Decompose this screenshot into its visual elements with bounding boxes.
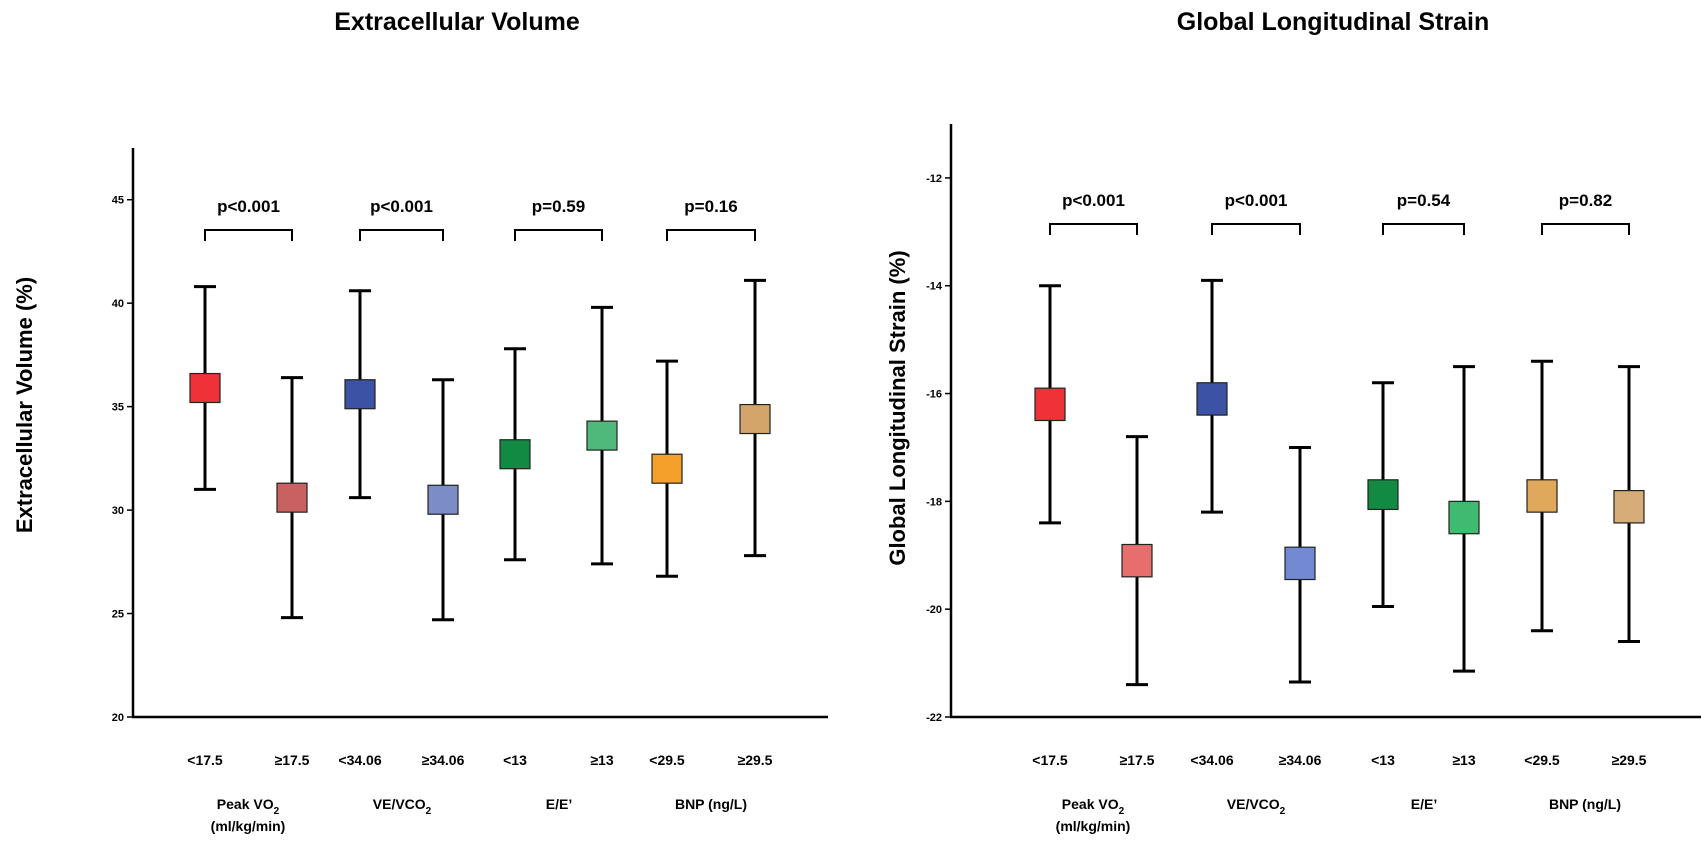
chart-title: Extracellular Volume	[334, 8, 580, 36]
p-value-label: p=0.54	[1397, 191, 1451, 210]
significance-bracket	[1211, 223, 1301, 235]
group-2: <34.06 ≥34.06 p<0.001 VE/VCO2	[1190, 191, 1321, 817]
category-label: <34.06	[1190, 752, 1233, 768]
mean-marker	[739, 403, 771, 435]
y-tick-label: -20	[926, 604, 942, 616]
p-value-label: p=0.16	[684, 197, 737, 216]
mean-marker	[189, 372, 221, 404]
group-3: <13 ≥13 p=0.59 E/E’	[499, 197, 618, 812]
group-label: BNP (ng/L)	[1549, 796, 1621, 812]
category-label: <17.5	[187, 752, 223, 768]
y-tick-label: 45	[112, 195, 124, 207]
chart-panel-2: Global Longitudinal Strain Global Longitu…	[885, 8, 1701, 834]
mean-marker	[1196, 382, 1228, 416]
y-tick-label: -22	[926, 712, 942, 724]
significance-bracket	[1541, 223, 1630, 235]
mean-marker	[651, 453, 683, 484]
group-2: <34.06 ≥34.06 p<0.001 VE/VCO2	[338, 197, 464, 817]
mean-marker	[1613, 489, 1645, 524]
category-label: ≥17.5	[1120, 752, 1155, 768]
mean-marker	[344, 379, 376, 410]
category-label: <17.5	[1032, 752, 1068, 768]
mean-marker	[1121, 543, 1153, 578]
category-label: ≥29.5	[1612, 752, 1647, 768]
mean-marker	[1448, 500, 1480, 535]
category-label: <29.5	[649, 752, 685, 768]
category-label: <13	[503, 752, 527, 768]
category-label: <13	[1371, 752, 1395, 768]
significance-bracket	[359, 229, 444, 241]
y-tick-label: -12	[926, 173, 942, 185]
y-tick-label: 40	[112, 298, 124, 310]
group-label-unit: (ml/kg/min)	[1056, 818, 1131, 834]
significance-bracket	[514, 229, 603, 241]
y-axis-label: Global Longitudinal Strain (%)	[885, 250, 910, 565]
group-4: <29.5 ≥29.5 p=0.16 BNP (ng/L)	[649, 197, 772, 812]
p-value-label: p=0.82	[1559, 191, 1612, 210]
y-tick-label: 20	[112, 712, 124, 724]
group-label: Peak VO2	[1062, 796, 1125, 817]
p-value-label: p<0.001	[1225, 191, 1288, 210]
y-tick-label: -18	[926, 496, 942, 508]
chart-title: Global Longitudinal Strain	[1177, 8, 1490, 36]
y-axis-label: Extracellular Volume (%)	[12, 277, 37, 533]
group-label-unit: (ml/kg/min)	[211, 818, 286, 834]
group-label: E/E’	[1411, 796, 1437, 812]
category-label: ≥29.5	[738, 752, 773, 768]
category-label: ≥34.06	[1279, 752, 1322, 768]
mean-marker	[427, 484, 459, 515]
category-label: ≥34.06	[422, 752, 465, 768]
mean-marker	[1367, 479, 1399, 511]
group-1: <17.5 ≥17.5 p<0.001 Peak VO2(ml/kg/min)	[1032, 191, 1154, 834]
significance-bracket	[1382, 223, 1465, 235]
significance-bracket	[666, 229, 756, 241]
y-tick-label: 35	[112, 402, 124, 414]
p-value-label: p<0.001	[217, 197, 280, 216]
group-label: VE/VCO2	[373, 796, 432, 817]
group-label: VE/VCO2	[1227, 796, 1286, 817]
category-label: <29.5	[1524, 752, 1560, 768]
category-label: ≥17.5	[275, 752, 310, 768]
category-label: <34.06	[338, 752, 381, 768]
mean-marker	[276, 482, 308, 513]
group-label: BNP (ng/L)	[675, 796, 747, 812]
significance-bracket	[204, 229, 293, 241]
mean-marker	[1526, 479, 1558, 513]
category-label: ≥13	[590, 752, 613, 768]
group-4: <29.5 ≥29.5 p=0.82 BNP (ng/L)	[1524, 191, 1646, 812]
mean-marker	[1034, 387, 1066, 422]
group-3: <13 ≥13 p=0.54 E/E’	[1367, 191, 1480, 812]
y-tick-label: -16	[926, 389, 942, 401]
significance-bracket	[1049, 223, 1138, 235]
group-label: E/E’	[546, 796, 572, 812]
category-label: ≥13	[1452, 752, 1475, 768]
y-tick-label: 30	[112, 505, 124, 517]
group-label: Peak VO2	[217, 796, 280, 817]
mean-marker	[586, 420, 618, 451]
group-1: <17.5 ≥17.5 p<0.001 Peak VO2(ml/kg/min)	[187, 197, 309, 834]
mean-marker	[499, 439, 531, 470]
y-tick-label: 25	[112, 609, 124, 621]
p-value-label: p<0.001	[1062, 191, 1125, 210]
mean-marker	[1284, 546, 1316, 581]
p-value-label: p<0.001	[370, 197, 433, 216]
y-tick-label: -14	[926, 281, 943, 293]
p-value-label: p=0.59	[532, 197, 585, 216]
chart-panel-1: Extracellular Volume Extracellular Volume…	[12, 8, 828, 834]
